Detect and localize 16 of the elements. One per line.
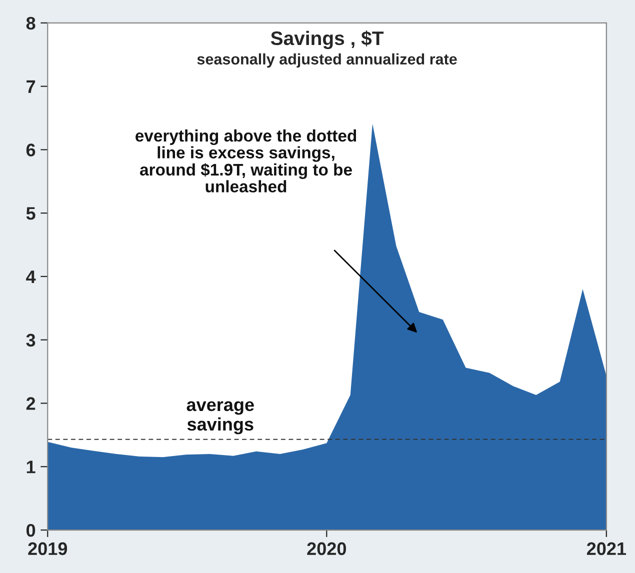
chart-title: Savings , $T	[270, 30, 384, 50]
y-tick-label: 8	[26, 16, 36, 30]
y-tick-label: 2	[26, 397, 36, 410]
annotation: everything above the dotted line is excess savings, around $1.9T, waiting to be unleashed	[136, 129, 356, 192]
y-tick-label: 1	[26, 460, 36, 474]
y-tick-label: 0	[26, 524, 36, 537]
y-tick-label: 4	[26, 270, 36, 284]
ref-line-label: average savings	[186, 401, 254, 434]
text: seasonally adjusted annualized rate	[197, 53, 457, 68]
y-tick-label: 5	[26, 207, 36, 220]
y-tick-label: 6	[26, 144, 36, 156]
y-tick-label: 7	[26, 80, 36, 93]
y-tick-label: 3	[26, 334, 36, 347]
x-tick-label: 2019	[28, 542, 68, 556]
x-tick-label: 2020	[307, 542, 346, 556]
x-tick-label: 2021	[586, 542, 626, 556]
